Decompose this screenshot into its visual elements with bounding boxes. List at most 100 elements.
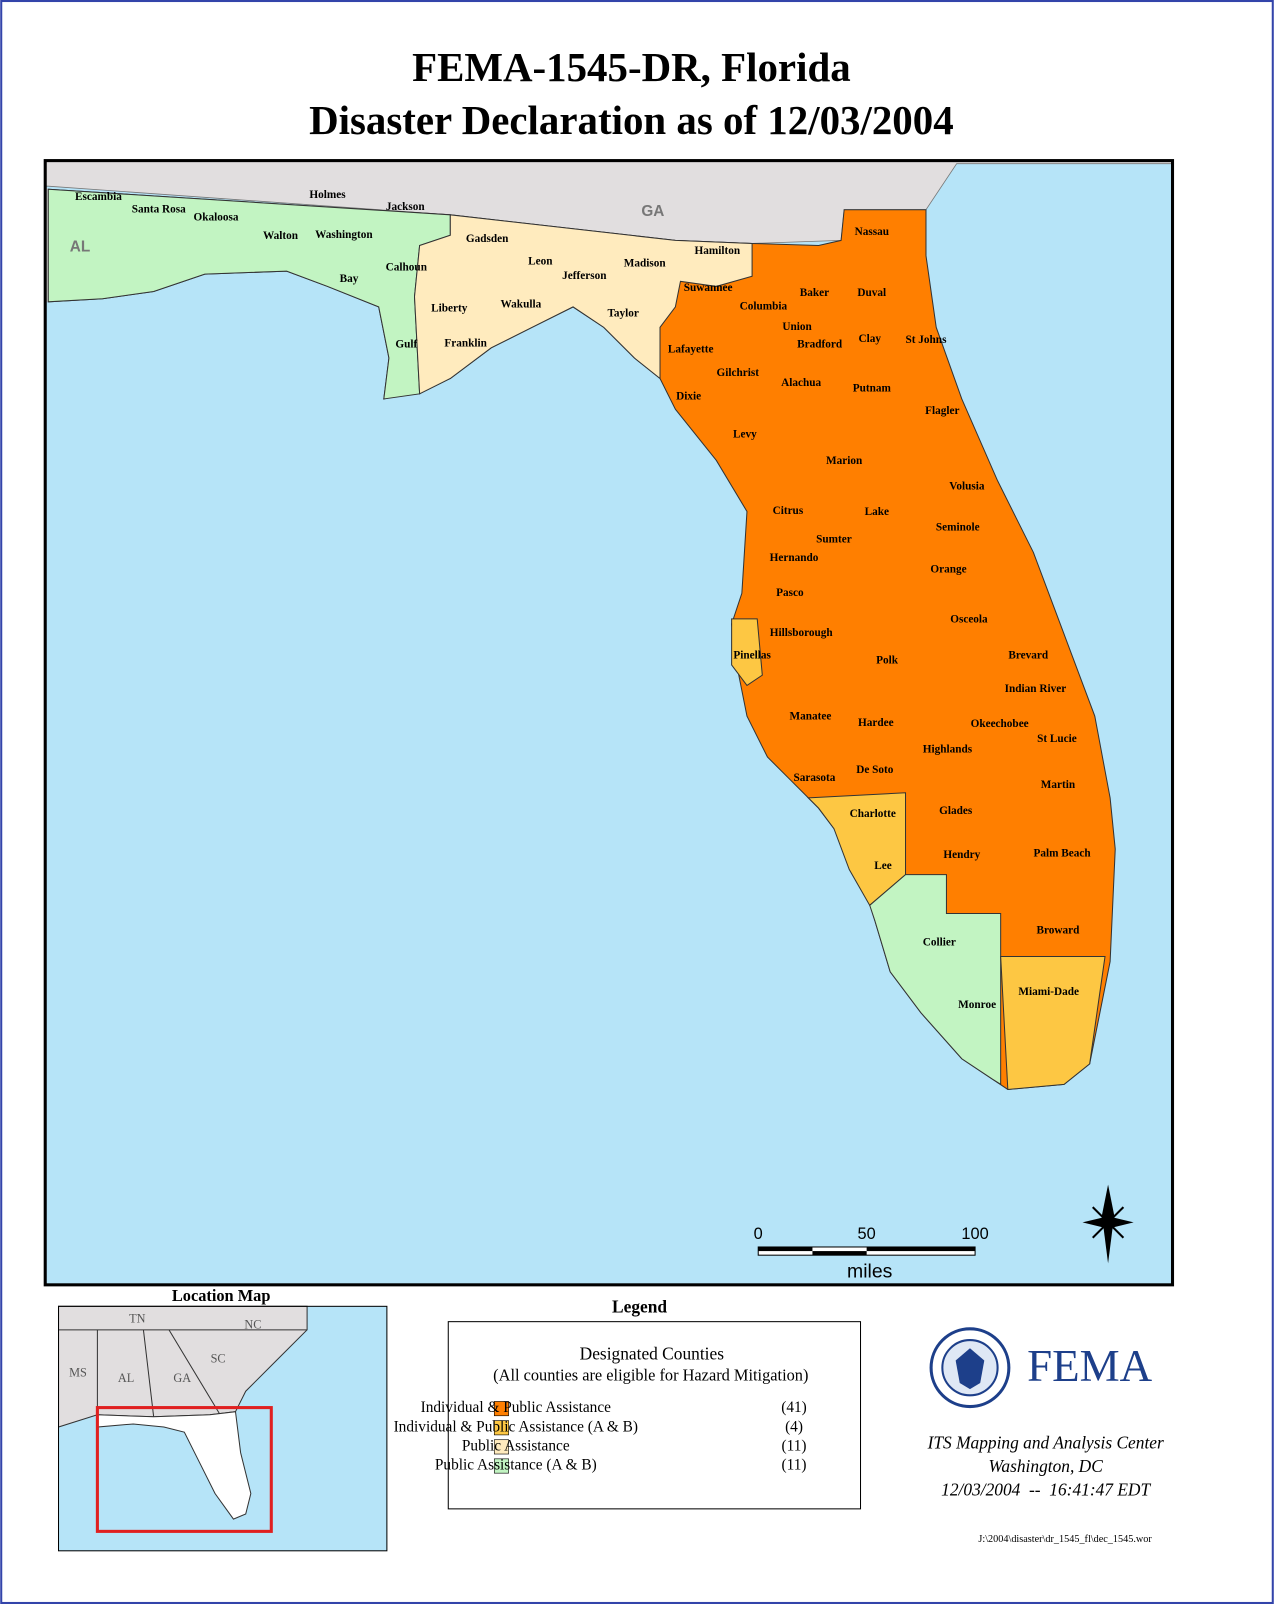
inset-state-label: GA [173, 1371, 191, 1385]
county-label: Manatee [789, 711, 831, 723]
agency-center: ITS Mapping and Analysis Center [927, 1433, 1164, 1452]
scale-unit: miles [847, 1261, 893, 1283]
region [731, 618, 763, 687]
county-label: Seminole [936, 521, 980, 533]
county-label: Wakulla [501, 298, 542, 310]
subtitle: Disaster Declaration as of 12/03/2004 [309, 98, 954, 143]
inset-frame [58, 1305, 388, 1552]
legend-label: Individual & Public Assistance [421, 1399, 612, 1416]
county-label: Broward [1036, 924, 1080, 936]
county-label: Suwannee [684, 282, 733, 294]
county-label: Glades [939, 805, 973, 817]
county-label: Baker [800, 287, 829, 299]
county-label: Columbia [740, 300, 788, 312]
county-label: Madison [624, 258, 667, 270]
county-label: Marion [826, 455, 863, 467]
inset-state-label: MS [69, 1366, 87, 1380]
county-label: Sumter [816, 534, 852, 546]
county-label: Martin [1041, 779, 1076, 791]
county-label: Calhoun [386, 262, 428, 274]
county-label: Escambia [75, 191, 122, 203]
county-label: Union [782, 321, 812, 333]
county-label: Franklin [444, 337, 487, 349]
county-label: Lee [874, 860, 892, 872]
county-label: Lafayette [668, 343, 714, 355]
county-label: Hernando [770, 552, 819, 564]
inset-border [168, 1329, 221, 1416]
county-label: Gilchrist [717, 367, 760, 379]
legend-count: (4) [785, 1418, 803, 1435]
county-label: Okeechobee [971, 718, 1029, 730]
main-map: GA AL Suwannee Columbia Baker Nassau Duval Un… [43, 159, 1175, 1287]
county-label: Clay [858, 333, 881, 345]
county-label: Gadsden [466, 233, 509, 245]
legend-note: (All counties are eligible for Hazard Mi… [493, 1366, 808, 1385]
county-label: Leon [528, 255, 553, 267]
legend-swatch [493, 1420, 509, 1436]
legend-swatch [493, 1401, 509, 1417]
scale-bar [866, 1246, 976, 1252]
location-map-title: Location Map [172, 1286, 271, 1305]
region [413, 214, 753, 395]
scale-bar [812, 1251, 867, 1256]
agency-name: FEMA [1027, 1341, 1153, 1391]
county-label: Jackson [386, 201, 426, 213]
county-label: Duval [857, 287, 886, 299]
legend-title: Legend [612, 1297, 667, 1316]
county-label: Walton [263, 230, 299, 242]
county-label: Jefferson [562, 270, 607, 282]
legend-label: Individual & Public Assistance (A & B) [394, 1418, 638, 1435]
county-label: Citrus [773, 505, 804, 517]
inset-state-label: TN [129, 1311, 145, 1325]
file-path: J:\2004\disaster\dr_1545_fl\dec_1545.wor [978, 1534, 1152, 1545]
title: FEMA-1545-DR, Florida [412, 45, 851, 90]
county-label: St Johns [906, 334, 948, 346]
county-label: Washington [315, 229, 373, 241]
county-label: Pasco [776, 587, 804, 599]
legend-label: Public Assistance (A & B) [435, 1457, 597, 1474]
county-label: Dixie [676, 390, 701, 402]
inset-border [142, 1329, 155, 1417]
county-label: Nassau [855, 226, 889, 238]
county-label: Taylor [607, 308, 638, 320]
county-label: Okaloosa [194, 211, 239, 223]
county-label: Gulf [395, 338, 417, 350]
county-labels: Suwannee Columbia Baker Nassau Duval Union Bra… [75, 189, 1091, 1011]
scale-label: 50 [858, 1225, 876, 1243]
inset-florida [96, 1411, 252, 1520]
county-label: Bradford [797, 338, 843, 350]
county-label: Holmes [309, 189, 346, 201]
county-label: Polk [876, 654, 899, 666]
county-label: Hendry [943, 849, 980, 861]
agency-block: FEMA ITS Mapping and Analysis Center Was… [927, 1327, 1164, 1545]
map-frame [43, 159, 1175, 1287]
county-label: Monroe [958, 999, 996, 1011]
county-label: Charlotte [850, 808, 896, 820]
legend-count: (11) [782, 1437, 807, 1454]
county-label: Osceola [950, 613, 988, 625]
county-label: Putnam [853, 382, 892, 394]
county-label: De Soto [856, 764, 894, 776]
legend-swatch [493, 1458, 509, 1474]
legend-count: (41) [781, 1399, 807, 1416]
county-label: Highlands [923, 743, 973, 755]
county-label: Santa Rosa [132, 203, 186, 215]
county-label: Pinellas [733, 649, 771, 661]
inset-state-label: NC [244, 1318, 261, 1332]
scale-label: 0 [754, 1225, 763, 1243]
location-map: Location Map TN NC SC MS AL GA [58, 1286, 388, 1552]
inset-extent [95, 1406, 273, 1533]
region [807, 792, 907, 907]
county-label: Levy [733, 428, 757, 440]
county-label: Hamilton [694, 245, 740, 257]
county-label: Sarasota [794, 772, 836, 784]
region [869, 874, 1002, 1086]
county-label: Hillsborough [770, 627, 834, 639]
legend-label: Public Assistance [462, 1437, 570, 1454]
county-label: Palm Beach [1033, 848, 1091, 860]
state-label: AL [70, 239, 90, 256]
county-label: Miami-Dade [1018, 986, 1079, 998]
county-label: Hardee [858, 717, 894, 729]
scale-label: 100 [961, 1225, 988, 1243]
